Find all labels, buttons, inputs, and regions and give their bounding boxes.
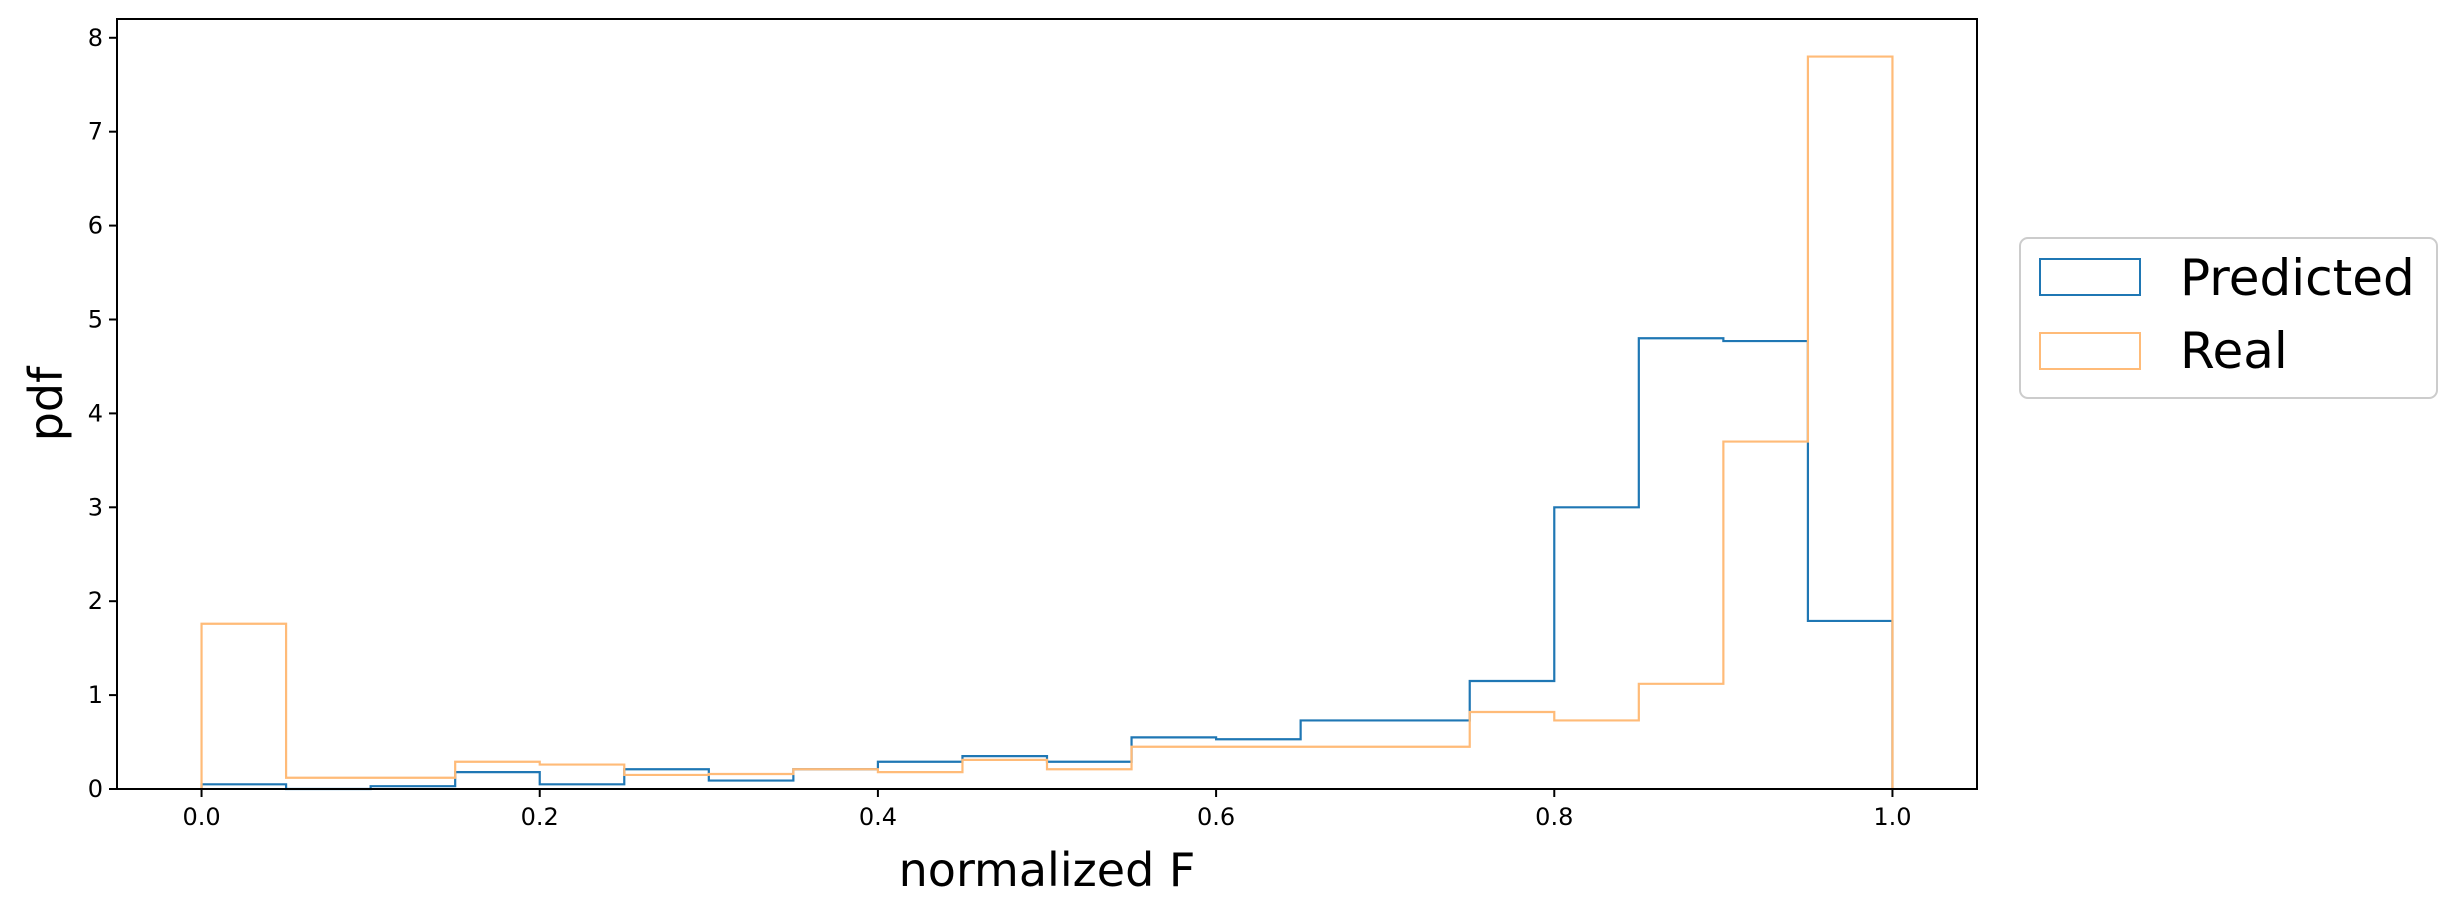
x-tick-label: 0.6: [1197, 803, 1235, 831]
y-tick-label: 8: [88, 24, 103, 52]
x-tick-label: 0.2: [521, 803, 559, 831]
y-tick-label: 1: [88, 681, 103, 709]
legend: Predicted Real: [2019, 237, 2438, 399]
legend-box: [2019, 237, 2438, 399]
x-tick-label: 0.0: [182, 803, 220, 831]
x-axis-title: normalized F: [899, 843, 1196, 897]
series-layer: [200, 55, 1894, 791]
y-tick-label: 2: [88, 587, 103, 615]
legend-swatch-real: [2039, 332, 2141, 370]
legend-swatch-predicted: [2039, 258, 2141, 296]
plot-frame: [116, 18, 1978, 790]
y-tick-label: 0: [88, 775, 103, 803]
y-tick-label: 3: [88, 493, 103, 521]
y-tick-label: 5: [88, 305, 103, 333]
legend-label-predicted: Predicted: [2180, 249, 2415, 307]
y-tick-label: 7: [88, 118, 103, 146]
x-tick-label: 0.8: [1535, 803, 1573, 831]
y-axis: 0 1 2 3 4 5 6 7 8: [88, 24, 117, 803]
legend-label-real: Real: [2180, 322, 2288, 380]
y-axis-title: pdf: [19, 365, 73, 441]
series-real-step-line: [200, 55, 1894, 789]
y-tick-label: 4: [88, 399, 103, 427]
y-tick-label: 6: [88, 212, 103, 240]
x-axis: 0.0 0.2 0.4 0.6 0.8 1.0: [182, 789, 1912, 831]
x-tick-label: 0.4: [859, 803, 897, 831]
x-tick-label: 1.0: [1873, 803, 1911, 831]
